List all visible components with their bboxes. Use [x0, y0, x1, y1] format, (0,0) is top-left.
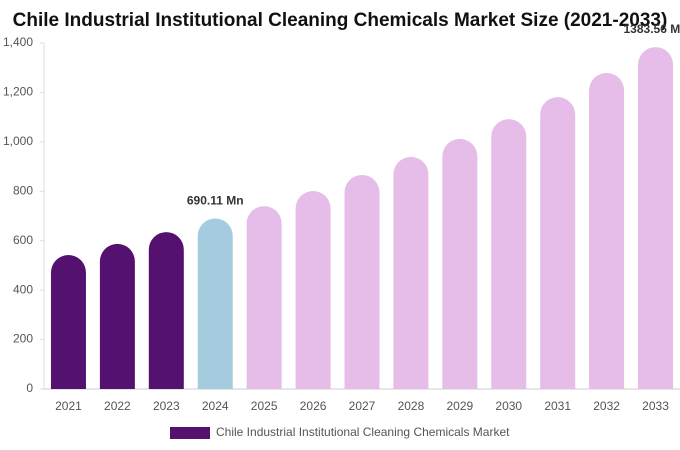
x-tick-label: 2032 — [593, 399, 620, 413]
bar — [589, 72, 625, 389]
y-tick-label: 1,200 — [3, 85, 33, 99]
x-tick-label: 2025 — [251, 399, 278, 413]
bar — [491, 119, 527, 390]
x-tick-label: 2024 — [202, 399, 229, 413]
x-tick-label: 2022 — [104, 399, 131, 413]
y-tick-label: 1,000 — [3, 134, 33, 148]
bar — [540, 97, 576, 390]
legend-swatch — [170, 427, 210, 439]
x-tick-label: 2033 — [642, 399, 669, 413]
y-tick-label: 200 — [13, 332, 33, 346]
x-tick-label: 2030 — [495, 399, 522, 413]
bar — [393, 156, 429, 389]
chart-title: Chile Industrial Institutional Cleaning … — [13, 10, 668, 31]
y-tick-label: 600 — [13, 233, 33, 247]
bar — [442, 138, 478, 389]
x-tick-label: 2021 — [55, 399, 82, 413]
bar — [99, 243, 135, 389]
value-label: 1383.56 Mn — [624, 22, 680, 36]
x-tick-label: 2028 — [398, 399, 425, 413]
bar — [295, 191, 331, 389]
x-tick-label: 2031 — [544, 399, 571, 413]
y-tick-label: 1,400 — [3, 35, 33, 49]
bar — [344, 174, 380, 389]
bar — [50, 255, 86, 389]
value-label: 690.11 Mn — [187, 194, 244, 208]
y-tick-label: 0 — [26, 381, 33, 395]
legend-label: Chile Industrial Institutional Cleaning … — [216, 425, 510, 439]
bar — [148, 232, 184, 389]
x-tick-label: 2027 — [349, 399, 376, 413]
bar — [638, 47, 674, 390]
bar — [246, 206, 282, 389]
x-tick-label: 2029 — [446, 399, 473, 413]
x-tick-label: 2023 — [153, 399, 180, 413]
y-tick-label: 800 — [13, 183, 33, 197]
y-tick-label: 400 — [13, 282, 33, 296]
x-tick-label: 2026 — [300, 399, 327, 413]
bar — [197, 218, 233, 389]
